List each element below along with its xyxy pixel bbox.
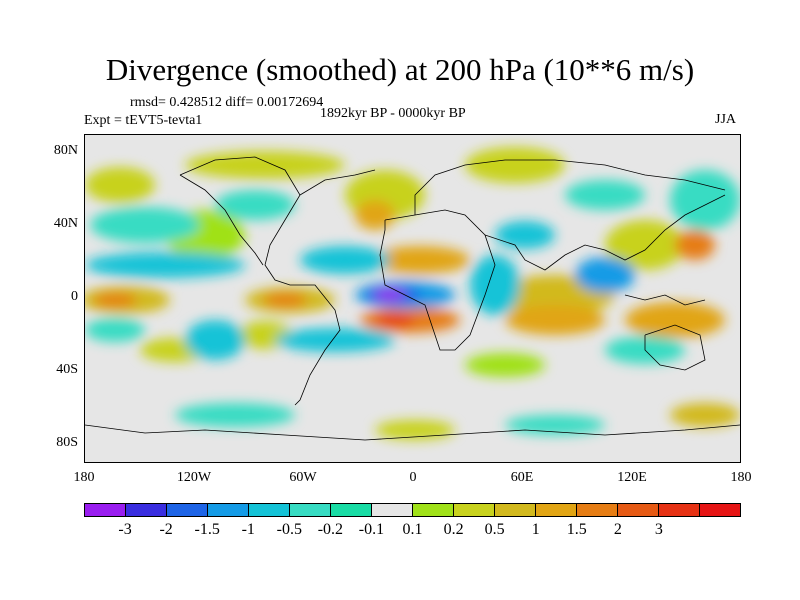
- colorbar-swatch: [290, 504, 331, 516]
- colorbar-swatch: [700, 504, 740, 516]
- colorbar-swatch: [577, 504, 618, 516]
- colorbar-label: -1.5: [194, 521, 220, 538]
- y-tick-label: 80S: [56, 435, 78, 450]
- colorbar-label: -3: [118, 521, 132, 538]
- x-tick-label: 60W: [289, 470, 317, 485]
- x-tick-label: 180: [730, 470, 752, 485]
- x-tick-label: 180: [73, 470, 95, 485]
- colorbar-swatch: [618, 504, 659, 516]
- x-tick-label: 0: [409, 470, 417, 485]
- y-tick-label: 40S: [56, 362, 78, 377]
- colorbar-label: 2: [613, 521, 622, 538]
- x-tick-label: 60E: [510, 470, 534, 485]
- colorbar-label: -0.1: [358, 521, 385, 538]
- colorbar: [84, 503, 741, 517]
- field-blobs: [85, 147, 740, 440]
- colorbar-label: 0.1: [402, 521, 423, 538]
- colorbar-swatch: [167, 504, 208, 516]
- colorbar-label: 3: [654, 521, 663, 538]
- x-tick-label: 120W: [176, 470, 212, 485]
- colorbar-swatch: [331, 504, 372, 516]
- rmsd-diff-label: rmsd= 0.428512 diff= 0.00172694: [130, 95, 324, 110]
- colorbar-swatch: [126, 504, 167, 516]
- season-label: JJA: [715, 112, 737, 127]
- colorbar-label: 1.5: [566, 521, 587, 538]
- y-tick-label: 80N: [53, 143, 78, 158]
- coastlines: [85, 156, 740, 441]
- colorbar-swatch: [536, 504, 577, 516]
- colorbar-swatch: [454, 504, 495, 516]
- divergence-map: [84, 134, 741, 463]
- y-tick-label: 40N: [53, 216, 78, 231]
- colorbar-label: -1: [241, 521, 255, 538]
- colorbar-swatch: [659, 504, 700, 516]
- colorbar-swatch: [85, 504, 126, 516]
- colorbar-swatch: [413, 504, 454, 516]
- colorbar-swatch: [495, 504, 536, 516]
- colorbar-label: -0.5: [276, 521, 302, 538]
- colorbar-swatch: [208, 504, 249, 516]
- period-label: 1892kyr BP - 0000kyr BP: [320, 106, 466, 121]
- plot-title: Divergence (smoothed) at 200 hPa (10**6 …: [105, 52, 695, 87]
- colorbar-swatch: [372, 504, 413, 516]
- colorbar-label: 0.2: [443, 521, 464, 538]
- colorbar-label: -0.2: [317, 521, 344, 538]
- colorbar-label: -2: [159, 521, 173, 538]
- map-field: [85, 135, 740, 462]
- x-tick-label: 120E: [617, 470, 647, 485]
- y-tick-label: 0: [71, 289, 78, 304]
- colorbar-label: 1: [531, 521, 540, 538]
- experiment-label: Expt = tEVT5-tevta1: [84, 113, 203, 128]
- colorbar-swatch: [249, 504, 290, 516]
- colorbar-label: 0.5: [484, 521, 505, 538]
